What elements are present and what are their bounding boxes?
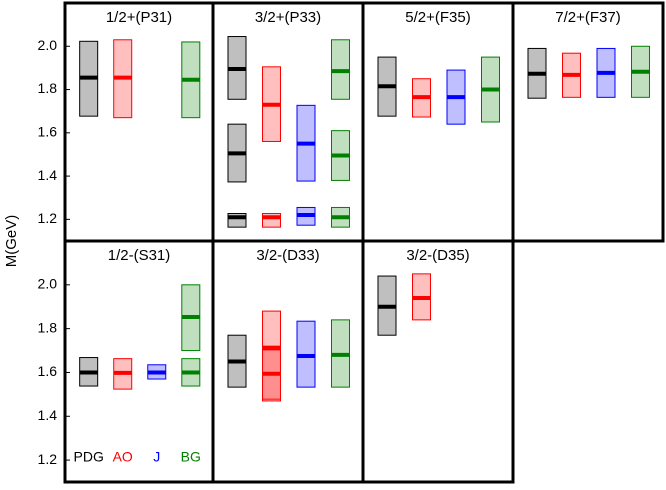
legend-label: AO (113, 449, 133, 465)
panel-frame (511, 1, 665, 243)
y-tick-label: 1.4 (38, 407, 58, 423)
panel-title: 1/2-(S31) (108, 247, 171, 264)
range-box (262, 310, 281, 402)
y-tick-label: 1.4 (38, 167, 58, 183)
panel-title: 5/2+(F35) (405, 9, 470, 26)
y-axis-label: M(GeV) (3, 215, 20, 268)
panel-frame (63, 1, 215, 243)
y-tick-label: 1.6 (38, 124, 58, 140)
y-tick-label: 1.2 (38, 451, 58, 467)
y-tick-label: 1.2 (38, 210, 58, 226)
legend-label: BG (181, 449, 201, 465)
y-tick-label: 2.0 (38, 276, 58, 292)
legend-label: PDG (74, 449, 104, 465)
y-tick-label: 1.8 (38, 80, 58, 96)
panel-title: 1/2+(P31) (106, 9, 172, 26)
panel-title: 3/2-(D33) (256, 247, 319, 264)
panel-frame (361, 239, 515, 484)
y-tick-label: 1.8 (38, 319, 58, 335)
panel-title: 3/2+(P33) (255, 9, 321, 26)
panel-title: 7/2+(F37) (555, 9, 620, 26)
legend-label: J (153, 449, 160, 465)
panel-title: 3/2-(D35) (406, 247, 469, 264)
y-tick-label: 1.6 (38, 363, 58, 379)
y-tick-label: 2.0 (38, 37, 58, 53)
